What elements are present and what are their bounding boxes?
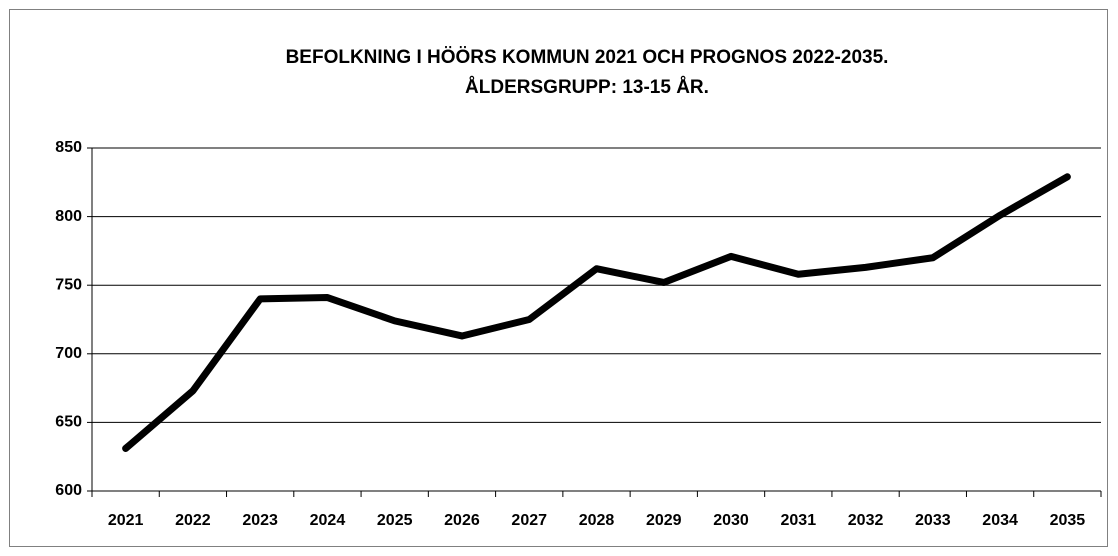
x-tick-label: 2025 (377, 512, 413, 529)
y-tick-label: 750 (55, 276, 82, 293)
y-tick-label: 600 (55, 482, 82, 499)
x-tick-label: 2023 (242, 512, 278, 529)
x-tick-label: 2022 (175, 512, 211, 529)
line-series (122, 173, 1071, 452)
x-tick-label: 2028 (579, 512, 615, 529)
y-tick-label: 850 (55, 139, 82, 156)
y-tick-label: 700 (55, 345, 82, 362)
x-tick-label: 2033 (915, 512, 951, 529)
x-tick-label: 2029 (646, 512, 682, 529)
chart-title: ÅLDERSGRUPP: 13-15 ÅR. (465, 77, 709, 98)
x-tick-label: 2027 (511, 512, 547, 529)
y-tick-label: 650 (55, 414, 82, 431)
x-tick-label: 2034 (982, 512, 1018, 529)
x-tick-label: 2035 (1050, 512, 1086, 529)
chart-title: BEFOLKNING I HÖÖRS KOMMUN 2021 OCH PROGN… (286, 47, 889, 68)
x-tick-label: 2031 (781, 512, 817, 529)
x-tick-label: 2024 (310, 512, 346, 529)
x-tick-label: 2030 (713, 512, 749, 529)
x-tick-label: 2026 (444, 512, 480, 529)
x-tick-label: 2032 (848, 512, 884, 529)
y-tick-label: 800 (55, 208, 82, 225)
x-tick-label: 2021 (108, 512, 144, 529)
chart-border (9, 9, 1108, 547)
